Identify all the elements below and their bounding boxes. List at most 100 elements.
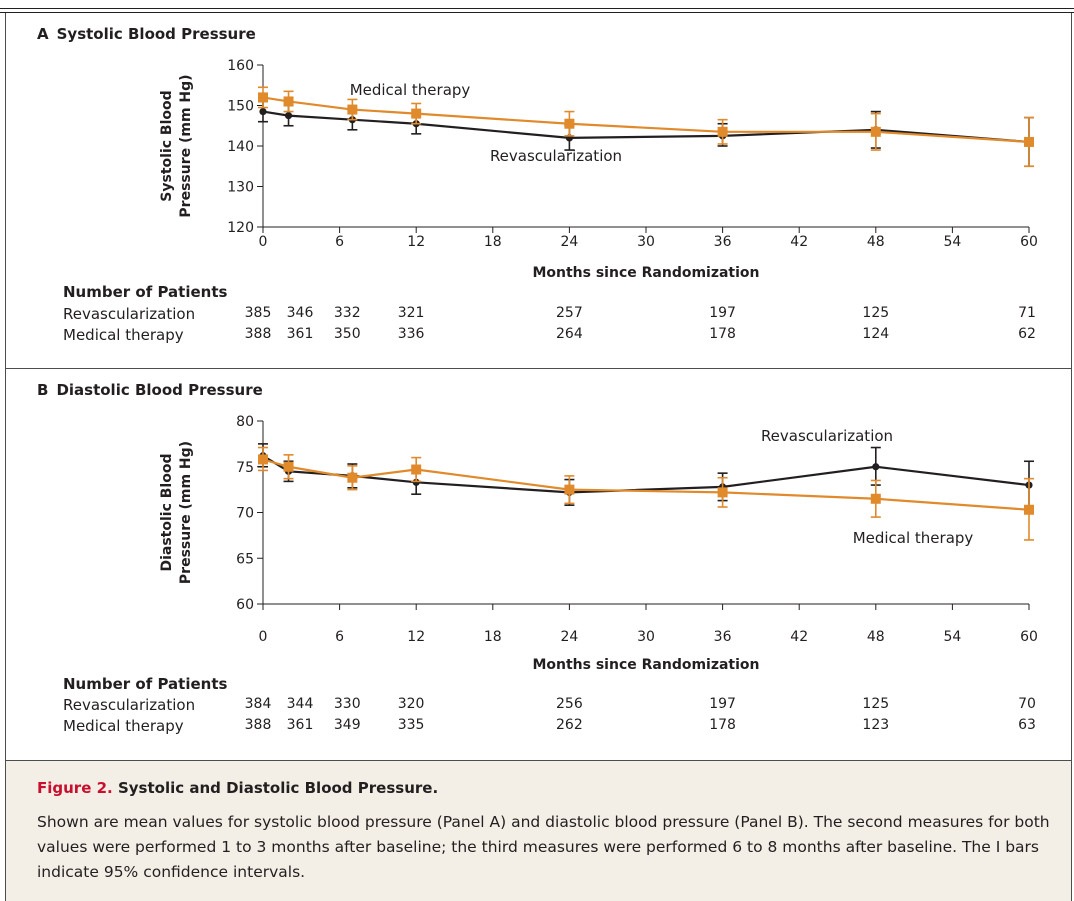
panel-a-y-tick-label: 150 <box>227 99 254 115</box>
panel-a-patient-count: 385 <box>244 305 272 321</box>
panel-b-patient-count: 256 <box>556 696 583 712</box>
panel-b-patient-count: 330 <box>333 696 361 712</box>
panel-b-patient-count: 178 <box>709 717 736 733</box>
panel-b-y-tick-label: 70 <box>236 506 254 522</box>
panel-b-series-medical-therapy-point <box>1024 504 1034 515</box>
panel-b-patient-count: 361 <box>286 717 314 733</box>
panel-a-patient-count: 125 <box>862 305 890 321</box>
caption-title-text: Systolic and Diastolic Blood Pressure. <box>117 779 439 797</box>
panel-b-letter: B <box>37 381 49 399</box>
panel-a-x-tick-label: 30 <box>637 234 655 250</box>
panel-b-x-tick-label: 12 <box>407 629 425 645</box>
panel-a-title-text: Systolic Blood Pressure <box>56 25 256 43</box>
panel-a-patient-count: 257 <box>556 305 583 321</box>
panel-b-series-medical-therapy-point <box>258 454 268 465</box>
panel-b-title-text: Diastolic Blood Pressure <box>56 381 263 399</box>
panel-b-x-tick-label: 42 <box>790 629 808 645</box>
panel-b-x-tick-label: 60 <box>1020 629 1038 645</box>
panel-b-x-tick-label: 6 <box>335 629 344 645</box>
panel-a-series-medical-therapy-point <box>347 104 358 115</box>
top-rule-inner <box>0 12 1074 13</box>
panel-a-series-medical-therapy-point <box>1024 136 1034 147</box>
panel-b-patient-count: 335 <box>397 717 425 733</box>
panel-b-patients-header: Number of Patients <box>63 675 228 693</box>
panel-a-series-medical-therapy-line <box>262 96 1030 144</box>
panel-b-series-label: Revascularization <box>761 427 893 445</box>
panel-a-row-label-revasc: Revascularization <box>63 305 196 323</box>
panel-b-y-tick-label: 65 <box>236 551 254 567</box>
panel-b-series-medical-therapy-point <box>564 484 575 495</box>
panel-b-x-tick-label: 48 <box>867 629 885 645</box>
panel-b-y-axis-title: Pressure (mm Hg) <box>178 441 194 584</box>
panel-b-patient-count: 63 <box>1018 717 1036 733</box>
panel-a-patient-count: 124 <box>862 326 890 342</box>
panel-b-series-medical-therapy-line <box>262 458 1030 511</box>
top-rule <box>0 8 1074 9</box>
panel-a-x-tick-label: 0 <box>259 234 268 250</box>
panel-a-series-medical-therapy-point <box>564 118 575 129</box>
panel-b-x-tick-label: 18 <box>484 629 502 645</box>
systolic-chart: 120 130 140 150 160 0 6 12 18 24 30 36 42 48 54 60 Month… <box>159 58 1038 281</box>
panel-a-patient-count: 321 <box>397 305 425 321</box>
panel-b-patient-count: 344 <box>286 696 314 712</box>
panel-a-patient-count: 71 <box>1018 305 1036 321</box>
panel-b-series-revascularization-line <box>262 454 1030 494</box>
panel-b-x-tick-label: 24 <box>560 629 578 645</box>
panel-b: B Diastolic Blood Pressure 60 65 70 75 80 0 6 12… <box>5 369 1072 760</box>
panel-a-patient-count: 346 <box>286 305 314 321</box>
panel-b-x-tick-label: 0 <box>259 629 268 645</box>
panel-b-patient-count: 388 <box>244 717 272 733</box>
panel-b-x-tick-label: 36 <box>714 629 732 645</box>
figure-caption: Figure 2. Systolic and Diastolic Blood P… <box>5 760 1072 901</box>
panel-b-patient-count: 123 <box>862 717 890 733</box>
panel-a-patient-count: 62 <box>1018 326 1036 342</box>
panel-a-x-tick-label: 60 <box>1020 234 1038 250</box>
panel-a-series-medical-therapy-point <box>717 126 728 137</box>
panel-b-patient-count: 349 <box>333 717 361 733</box>
panel-b-series-medical-therapy-point <box>717 487 728 498</box>
panel-a-x-axis-title: Months since Randomization <box>532 265 759 281</box>
panel-a-patient-count: 264 <box>556 326 583 342</box>
panel-b-patient-count: 197 <box>709 696 736 712</box>
panel-a-y-axis-title: Systolic Blood <box>159 90 175 201</box>
panel-a-patient-count: 178 <box>709 326 736 342</box>
panel-a-y-tick-label: 130 <box>227 180 254 196</box>
panel-b-row-label-medical: Medical therapy <box>63 717 184 735</box>
panel-a-series-label: Medical therapy <box>350 81 471 99</box>
panel-a-x-tick-label: 12 <box>407 234 425 250</box>
panel-b-patient-count: 384 <box>244 696 272 712</box>
panel-b-series-medical-therapy-point <box>283 461 294 472</box>
panel-a-series-revascularization-point <box>259 107 267 116</box>
panel-b-y-tick-label: 80 <box>236 414 254 430</box>
panel-b-patient-count: 262 <box>556 717 583 733</box>
panel-b-y-tick-label: 75 <box>236 460 254 476</box>
panel-a-series-medical-therapy-point <box>411 108 422 119</box>
panel-a-series-medical-therapy-point <box>870 126 881 137</box>
panel-a-patient-count: 336 <box>397 326 425 342</box>
panel-b-x-axis-title: Months since Randomization <box>532 657 759 673</box>
panel-b-series-revascularization-point <box>872 463 880 471</box>
panel-b-row-label-revasc: Revascularization <box>63 696 196 714</box>
panel-b-x-tick-label: 30 <box>637 629 655 645</box>
panel-a-x-tick-label: 6 <box>335 234 344 250</box>
panel-a-y-tick-label: 140 <box>227 139 254 155</box>
panel-a-x-tick-label: 24 <box>560 234 578 250</box>
panel-a-y-tick-label: 120 <box>227 220 254 236</box>
panel-b-series-medical-therapy-point <box>411 464 422 475</box>
caption-body: Shown are mean values for systolic blood… <box>37 813 1050 881</box>
panel-a-x-tick-label: 54 <box>943 234 961 250</box>
panel-a-series-medical-therapy-point <box>258 92 268 103</box>
panel-b-series-label: Medical therapy <box>853 529 974 547</box>
panel-a-x-tick-label: 18 <box>484 234 502 250</box>
panel-b-series-revascularization-point <box>412 478 420 486</box>
panel-a-x-tick-label: 36 <box>714 234 732 250</box>
panel-a-patients-header: Number of Patients <box>63 283 228 301</box>
panel-a-patient-count: 361 <box>286 326 314 342</box>
panel-b-series-medical-therapy-point <box>347 472 358 483</box>
panel-a-series-revascularization-point <box>284 112 293 120</box>
panel-b-series-medical-therapy-point <box>870 493 881 504</box>
panel-a: A Systolic Blood Pressure 120 130 140 150 160… <box>5 13 1072 369</box>
panel-a-patient-count: 197 <box>709 305 736 321</box>
panel-b-patient-count: 125 <box>862 696 890 712</box>
panel-a-y-axis-title: Pressure (mm Hg) <box>178 74 194 217</box>
